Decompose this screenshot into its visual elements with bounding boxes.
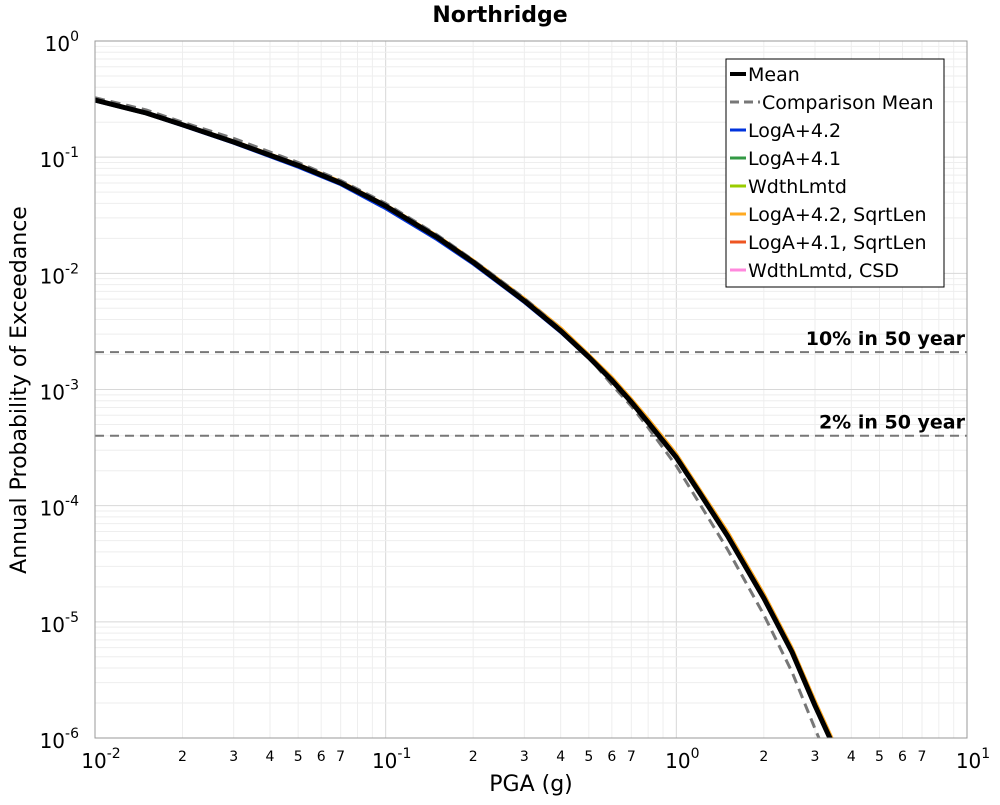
y-tick-label: 10-2 [40, 261, 79, 288]
legend-label: LogA+4.1 [748, 148, 841, 170]
legend-label: Mean [748, 64, 800, 86]
axis-tick-labels: 10-2 10-1 100 101 100 10-1 10-2 10-3 10-4 10-5 10-… [40, 29, 991, 773]
x-minor-tick-label: 4 [847, 749, 856, 765]
x-axis-label: PGA (g) [489, 772, 573, 797]
plot-frame [94, 40, 968, 739]
chart-title: Northridge [432, 3, 567, 28]
series-lines [95, 96, 834, 738]
x-minor-tick-label: 6 [317, 749, 326, 765]
legend-label: LogA+4.1, SqrtLen [748, 232, 927, 254]
legend-label: LogA+4.2, SqrtLen [748, 204, 927, 226]
y-axis-label: Annual Probability of Exceedance [7, 206, 32, 574]
x-minor-tick-label: 6 [898, 749, 907, 765]
x-minor-tick-label: 7 [627, 749, 636, 765]
legend: Mean Comparison Mean LogA+4.2 LogA+4.1 WdthL… [725, 58, 945, 288]
y-tick-label: 10-4 [40, 494, 80, 521]
x-tick-label: 100 [665, 746, 699, 773]
reference-lines: 10% in 50 year 2% in 50 year [95, 328, 967, 437]
x-minor-tick-label: 3 [229, 749, 238, 765]
x-minor-tick-label: 7 [336, 749, 345, 765]
reference-line-label: 2% in 50 year [819, 412, 966, 434]
legend-label: LogA+4.2 [748, 120, 841, 142]
x-minor-tick-label: 2 [469, 749, 478, 765]
y-tick-label: 10-6 [40, 726, 80, 753]
x-minor-tick-label: 4 [266, 749, 275, 765]
x-minor-tick-label: 3 [520, 749, 529, 765]
x-minor-tick-label: 6 [607, 749, 616, 765]
legend-label: WdthLmtd [748, 176, 847, 198]
x-minor-tick-label: 2 [178, 749, 187, 765]
legend-label: WdthLmtd, CSD [748, 260, 899, 282]
x-minor-tick-label: 4 [556, 749, 565, 765]
x-minor-tick-label: 5 [875, 749, 884, 765]
x-minor-tick-label: 2 [759, 749, 768, 765]
y-tick-label: 10-1 [40, 145, 79, 172]
y-tick-label: 100 [45, 29, 79, 56]
x-minor-tick-label: 5 [584, 749, 593, 765]
x-minor-tick-label: 3 [811, 749, 820, 765]
legend-box [725, 58, 945, 288]
x-tick-label: 10-2 [81, 746, 120, 773]
x-minor-tick-label: 5 [294, 749, 303, 765]
y-tick-label: 10-5 [40, 610, 79, 637]
y-tick-label: 10-3 [40, 378, 79, 405]
x-tick-label: 10-1 [372, 746, 411, 773]
reference-line-label: 10% in 50 year [806, 328, 966, 350]
series-line [95, 97, 833, 738]
x-minor-tick-label: 7 [918, 749, 927, 765]
x-tick-label: 101 [956, 746, 990, 773]
legend-label: Comparison Mean [762, 92, 934, 114]
